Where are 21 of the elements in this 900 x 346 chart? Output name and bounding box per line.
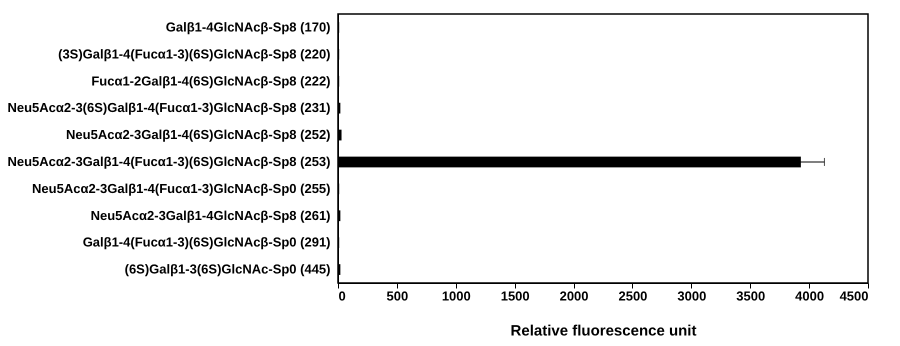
y-tick-label: Neu5Acα2-3Galβ1-4(Fucα1-3)(6S)GlcNAcβ-Sp8 (253)	[7, 154, 330, 169]
x-tick-label: 3500	[736, 288, 766, 304]
x-tick-label: 1500	[500, 288, 530, 304]
x-tick-label: 1000	[442, 288, 471, 304]
y-tick-label: (3S)Galβ1-4(Fucα1-3)(6S)GlcNAcβ-Sp8 (220)	[58, 46, 330, 62]
y-tick-label: (6S)Galβ1-3(6S)GlcNAc-Sp0 (445)	[124, 262, 330, 277]
x-tick-label: 500	[386, 288, 408, 304]
y-tick-label: Neu5Acα2-3Galβ1-4GlcNAcβ-Sp8 (261)	[90, 208, 330, 223]
x-tick-label: 4000	[795, 288, 824, 304]
y-tick-label: Neu5Acα2-3Galβ1-4(6S)GlcNAcβ-Sp8 (252)	[66, 127, 330, 142]
y-tick-label: Fucα1-2Galβ1-4(6S)GlcNAcβ-Sp8 (222)	[91, 73, 330, 88]
y-tick-label: Neu5Acα2-3Galβ1-4(Fucα1-3)GlcNAcβ-Sp0 (255)	[32, 180, 330, 196]
x-tick-label: 4500	[840, 288, 868, 304]
y-tick-label: Neu5Acα2-3(6S)Galβ1-4(Fucα1-3)GlcNAcβ-Sp8 (231)	[7, 100, 330, 116]
x-axis-title: Relative fluorescence unit	[510, 322, 696, 340]
x-tick-label: 2000	[560, 288, 589, 304]
x-tick-label: 2500	[618, 288, 648, 304]
y-tick-label: Galβ1-4GlcNAcβ-Sp8 (170)	[166, 19, 330, 34]
y-tick-label: Galβ1-4(Fucα1-3)(6S)GlcNAcβ-Sp0 (291)	[82, 234, 330, 250]
x-tick-label: 0	[338, 288, 346, 304]
x-tick-label: 3000	[677, 288, 706, 304]
